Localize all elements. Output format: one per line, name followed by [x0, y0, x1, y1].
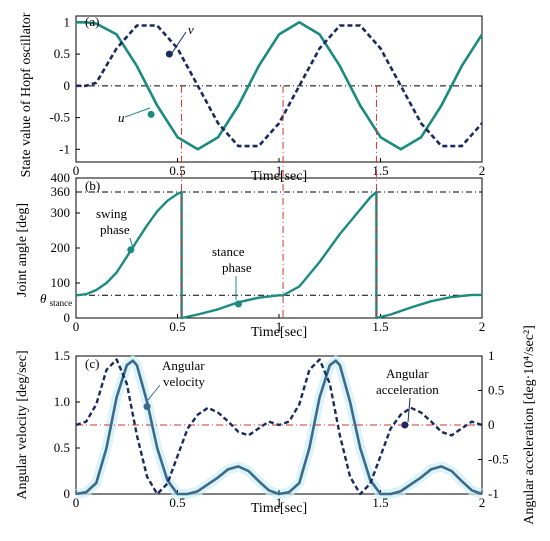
panel-b-xtick-label: 0.5: [169, 319, 185, 334]
panel-a-marker-u: [147, 110, 155, 118]
panel-c-ytick-right-label: -0.5: [488, 452, 509, 467]
panel-b-xtick-label: 1.5: [372, 319, 388, 334]
panel-c-annot-acceleration: acceleration: [376, 382, 439, 397]
panel-c-annot-angular-2: Angular: [386, 366, 429, 381]
panel-c-ytick-label: 0.5: [54, 440, 70, 455]
panel-a-frame: [75, 15, 483, 163]
panel-a-xtick-label: 2: [479, 163, 486, 178]
panel-a-xtick-label: 1.5: [372, 163, 388, 178]
panel-c-ylabel-right: Angular acceleration [deg·10⁴/sec²]: [522, 325, 537, 525]
panel-b-xtick-label: 0: [73, 319, 80, 334]
panel-a-ytick-label: -0.5: [49, 110, 70, 125]
panel-b-xtick-label: 1: [276, 319, 283, 334]
panel-c-marker: [143, 403, 151, 411]
panel-a-annot-u-leader: [124, 107, 151, 118]
panel-c-annot-angular-1: Angular: [162, 358, 205, 373]
panel-b-xlabel: Time[sec]: [251, 325, 307, 340]
panel-b-ytick-label: 0: [64, 310, 71, 325]
panel-c-label: (c): [85, 356, 99, 371]
panel-b-annot-swing-phase: phase: [100, 222, 130, 237]
panel-a-series-u: [76, 21, 484, 151]
panel-c-ytick-right-label: 1: [488, 348, 495, 363]
panel-b-label: (b): [85, 178, 100, 193]
panel-a-ylabel-text: State value of Hopf oscillator: [19, 12, 34, 177]
panel-b-marker: [234, 300, 242, 308]
panel-a-ytick-label: 0: [64, 78, 71, 93]
panel-c-ytick-right-label: -1: [488, 486, 499, 501]
panel-a-annot-v-leader: [169, 31, 187, 57]
panel-c-ytick-right-label: 0: [488, 417, 495, 432]
panel-c-ytick-label: 1.0: [54, 394, 70, 409]
panel-c-velocity-chart: 0 0.5 1.0 1.5 -1 -0.5 0 0.5 1 0 0.5 1 1.5 2 (c) Time[…: [15, 325, 537, 525]
panel-b-ytick-label: 300: [51, 205, 71, 220]
panel-c-xtick-label: 1.5: [372, 495, 388, 510]
panel-b-annot-swing-leader: [129, 237, 134, 249]
panel-c-xtick-label: 2: [479, 495, 486, 510]
panel-b-theta-subscript: stance: [50, 298, 73, 308]
panel-a-ytick-label: 1: [64, 14, 71, 29]
panel-c-ytick-right-label: 0.5: [488, 383, 504, 398]
panel-b-series-joint-angle: [75, 190, 482, 320]
panel-c-ytick-label: 0: [64, 486, 71, 501]
panel-a-xtick-label: 0: [73, 163, 80, 178]
panel-c-series-velocity: [75, 359, 483, 496]
panel-a-xtick-label: 1: [276, 163, 283, 178]
panel-b-theta-symbol: θ: [40, 291, 47, 306]
panel-a-ytick-label: 0.5: [54, 46, 70, 61]
panel-c-xtick-label: 0.5: [169, 495, 185, 510]
panel-a-ylabel: State value of Hopf oscillator: [19, 12, 34, 177]
panel-a-series-v: [76, 24, 483, 148]
panel-a-annot-v: v: [188, 22, 194, 37]
panel-b-ylabel: Joint angle [deg]: [15, 203, 30, 297]
panel-a-oscillator-chart: -1 -0.5 0 0.5 1 0 0.5 1 1.5 2 (a) Time[sec] State…: [19, 12, 485, 184]
phase-transition-lines: [181, 85, 377, 318]
panel-c-ylabel: Angular velocity [deg/sec]: [15, 350, 30, 499]
panel-a-ytick-label: -1: [59, 141, 70, 156]
panel-c-xtick-label: 0: [73, 495, 80, 510]
panel-a-xtick-label: 0.5: [169, 163, 185, 178]
panel-b-annot-stance: stance: [212, 244, 245, 259]
panel-c-ytick-label: 1.5: [54, 348, 70, 363]
panel-c-series-acceleration: [75, 358, 483, 496]
panel-c-xtick-label: 1: [276, 495, 283, 510]
panel-a-annot-u: u: [118, 110, 125, 125]
panel-b-theta-label: θ stance: [40, 291, 72, 308]
panel-a-xlabel: Time[sec]: [251, 169, 307, 184]
panel-c-annot-acceleration-leader: [407, 397, 411, 423]
panel-b-ytick-label: 100: [51, 275, 71, 290]
panel-c-annot-velocity-leader: [147, 384, 161, 401]
panel-b-annot-swing: swing: [96, 206, 128, 221]
panel-b-ytick-label: 200: [51, 240, 71, 255]
panel-b-annot-stance-phase: phase: [222, 260, 252, 275]
panel-c-annot-velocity: velocity: [163, 374, 205, 389]
panel-b-ytick-label: 400: [51, 170, 71, 185]
panel-a-label: (a): [85, 14, 99, 29]
panel-b-ytick-label: 360: [51, 184, 71, 199]
panel-c-marker: [401, 421, 409, 429]
panel-c-xlabel: Time[sec]: [251, 501, 307, 516]
panel-b-frame: [75, 177, 483, 319]
panel-b-xtick-label: 2: [479, 319, 486, 334]
panel-a-marker-v: [165, 50, 173, 58]
